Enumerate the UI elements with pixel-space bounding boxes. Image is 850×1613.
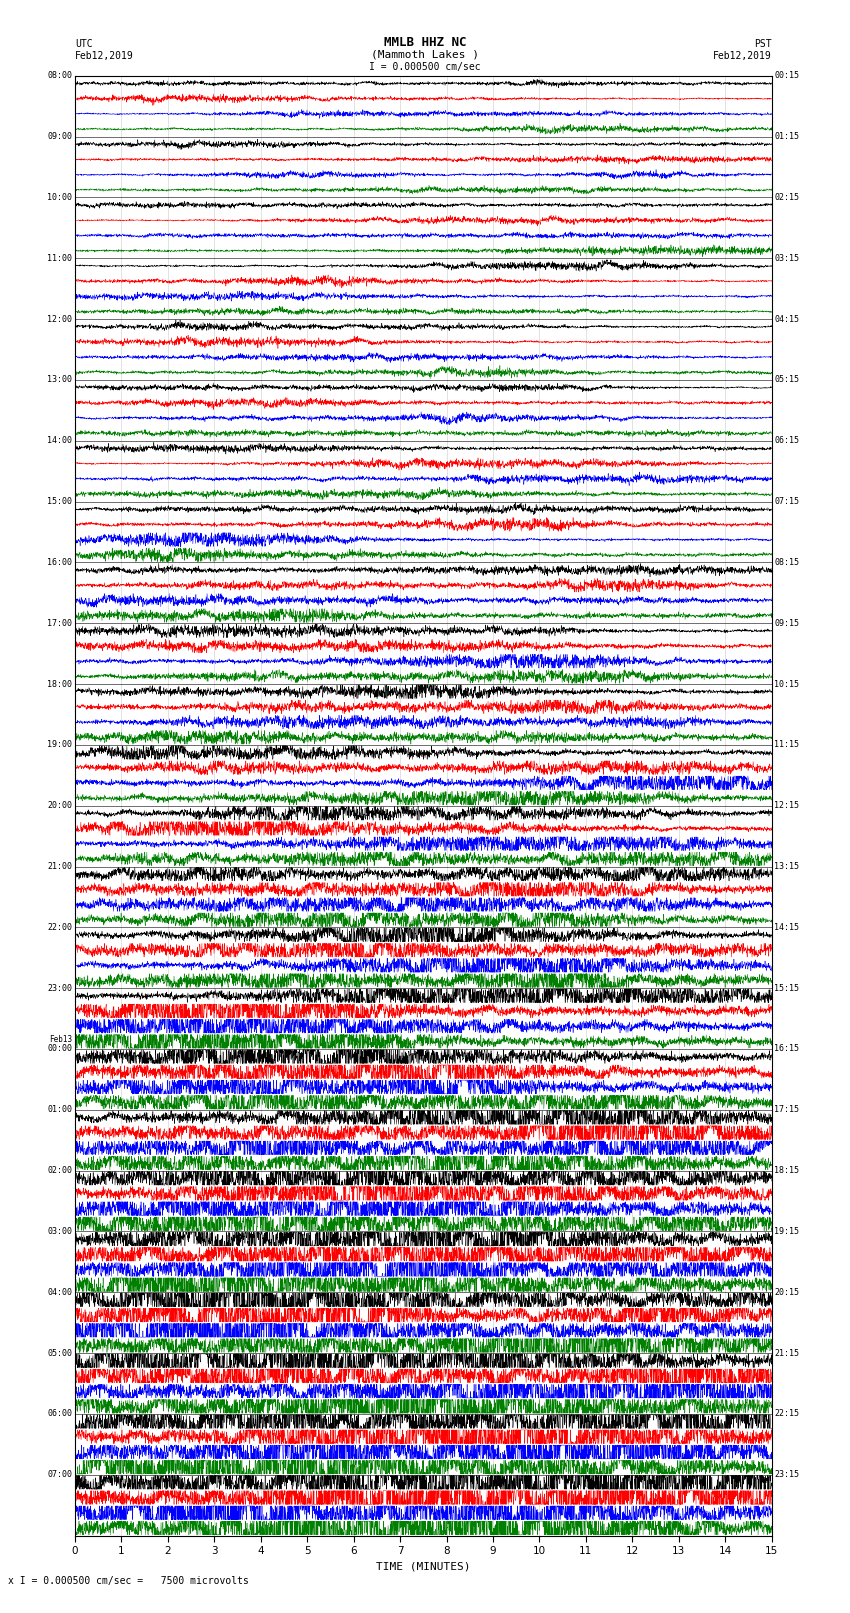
Text: 22:15: 22:15 [774, 1410, 799, 1418]
Text: 12:15: 12:15 [774, 802, 799, 810]
Text: 09:00: 09:00 [48, 132, 72, 140]
Text: Feb13: Feb13 [49, 1036, 72, 1044]
Text: 05:00: 05:00 [48, 1348, 72, 1358]
Text: 00:00: 00:00 [48, 1045, 72, 1053]
Text: 10:15: 10:15 [774, 679, 799, 689]
Text: UTC: UTC [75, 39, 93, 50]
Text: I = 0.000500 cm/sec: I = 0.000500 cm/sec [369, 61, 481, 73]
Text: 18:15: 18:15 [774, 1166, 799, 1176]
Text: 08:15: 08:15 [774, 558, 799, 566]
Text: 15:00: 15:00 [48, 497, 72, 506]
Text: 10:00: 10:00 [48, 194, 72, 202]
Text: 19:00: 19:00 [48, 740, 72, 750]
Text: 07:15: 07:15 [774, 497, 799, 506]
Text: 03:15: 03:15 [774, 253, 799, 263]
Text: 21:00: 21:00 [48, 861, 72, 871]
Text: 03:00: 03:00 [48, 1227, 72, 1236]
Text: 01:15: 01:15 [774, 132, 799, 140]
Text: x I = 0.000500 cm/sec =   7500 microvolts: x I = 0.000500 cm/sec = 7500 microvolts [8, 1576, 249, 1586]
Text: 06:00: 06:00 [48, 1410, 72, 1418]
Text: 09:15: 09:15 [774, 619, 799, 627]
Text: 23:00: 23:00 [48, 984, 72, 992]
Text: 00:15: 00:15 [774, 71, 799, 81]
Text: 16:00: 16:00 [48, 558, 72, 566]
Text: 11:00: 11:00 [48, 253, 72, 263]
Text: 06:15: 06:15 [774, 436, 799, 445]
Text: 17:00: 17:00 [48, 619, 72, 627]
Text: 16:15: 16:15 [774, 1045, 799, 1053]
Text: 12:00: 12:00 [48, 315, 72, 324]
Text: 05:15: 05:15 [774, 376, 799, 384]
Text: 20:00: 20:00 [48, 802, 72, 810]
Text: 02:15: 02:15 [774, 194, 799, 202]
Text: 17:15: 17:15 [774, 1105, 799, 1115]
Text: 04:00: 04:00 [48, 1287, 72, 1297]
X-axis label: TIME (MINUTES): TIME (MINUTES) [376, 1561, 471, 1571]
Text: 01:00: 01:00 [48, 1105, 72, 1115]
Text: 08:00: 08:00 [48, 71, 72, 81]
Text: 23:15: 23:15 [774, 1471, 799, 1479]
Text: 14:00: 14:00 [48, 436, 72, 445]
Text: (Mammoth Lakes ): (Mammoth Lakes ) [371, 50, 479, 60]
Text: 04:15: 04:15 [774, 315, 799, 324]
Text: Feb12,2019: Feb12,2019 [713, 52, 772, 61]
Text: 15:15: 15:15 [774, 984, 799, 992]
Text: 18:00: 18:00 [48, 679, 72, 689]
Text: 13:00: 13:00 [48, 376, 72, 384]
Text: 13:15: 13:15 [774, 861, 799, 871]
Text: 11:15: 11:15 [774, 740, 799, 750]
Text: Feb12,2019: Feb12,2019 [75, 52, 133, 61]
Text: 02:00: 02:00 [48, 1166, 72, 1176]
Text: 14:15: 14:15 [774, 923, 799, 932]
Text: 07:00: 07:00 [48, 1471, 72, 1479]
Text: 21:15: 21:15 [774, 1348, 799, 1358]
Text: 22:00: 22:00 [48, 923, 72, 932]
Text: 19:15: 19:15 [774, 1227, 799, 1236]
Text: PST: PST [754, 39, 772, 50]
Text: MMLB HHZ NC: MMLB HHZ NC [383, 35, 467, 50]
Text: 20:15: 20:15 [774, 1287, 799, 1297]
